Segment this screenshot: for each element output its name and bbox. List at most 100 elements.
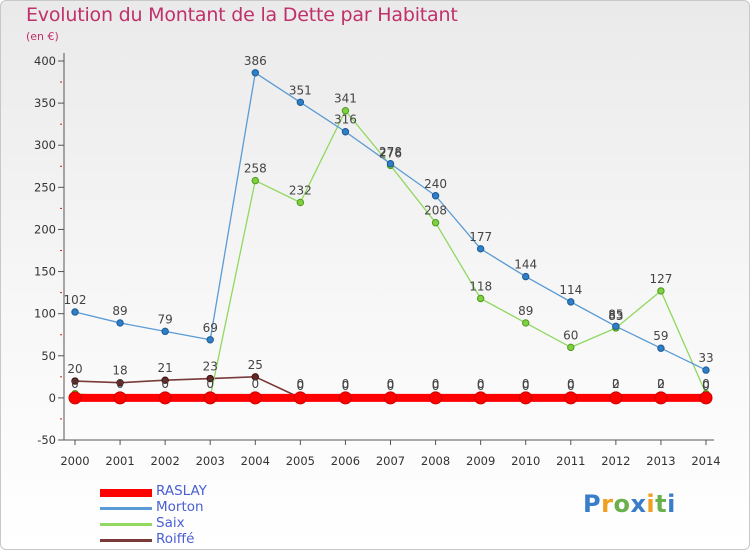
y-tick-label: 250	[34, 180, 56, 194]
data-label: 0	[702, 377, 710, 391]
legend-swatch-morton	[100, 507, 152, 510]
data-label: 0	[612, 377, 620, 391]
data-label: 127	[649, 272, 672, 286]
data-label: 0	[567, 379, 575, 393]
data-point	[296, 198, 305, 207]
data-point	[248, 391, 262, 405]
x-tick-label: 2004	[241, 454, 270, 468]
data-label: 59	[653, 329, 668, 343]
logo-letter: t	[655, 490, 668, 518]
x-tick-label: 2008	[421, 454, 450, 468]
data-point	[699, 391, 713, 405]
legend-label-morton: Morton	[156, 499, 204, 515]
data-point	[384, 391, 397, 405]
data-point	[206, 374, 214, 383]
data-point	[431, 219, 440, 227]
data-point	[519, 391, 533, 405]
data-label: 0	[567, 377, 575, 391]
data-label: 0	[71, 377, 79, 391]
y-tick-label: 50	[41, 349, 56, 363]
legend-label-roiffe: Roiffé	[156, 531, 195, 547]
data-label: 0	[522, 377, 530, 391]
data-label: 0	[342, 379, 350, 393]
data-label: 89	[112, 304, 127, 318]
data-point	[338, 391, 352, 405]
data-point	[564, 391, 578, 405]
data-point	[251, 176, 259, 185]
data-label: 276	[379, 146, 402, 160]
data-point	[522, 319, 530, 327]
data-label: 118	[469, 280, 492, 294]
logo-letter: r	[601, 490, 614, 518]
data-label: 102	[64, 293, 87, 307]
x-tick-label: 2003	[196, 454, 225, 468]
data-label: 0	[387, 377, 395, 391]
data-point	[612, 322, 620, 330]
data-point	[609, 391, 623, 405]
data-label: 0	[432, 379, 440, 393]
legend-swatch-raslay	[100, 489, 152, 497]
data-point	[476, 294, 485, 303]
legend-label-raslay: RASLAY	[156, 483, 207, 499]
x-tick-label: 2006	[331, 454, 360, 468]
x-tick-label: 2002	[151, 454, 180, 468]
x-tick-label: 2009	[466, 454, 495, 468]
chart-title: Evolution du Montant de la Dette par Hab…	[26, 4, 458, 26]
data-point	[386, 160, 395, 168]
x-tick-label: 2007	[376, 454, 405, 468]
data-label: 0	[161, 377, 169, 391]
data-label: 60	[563, 328, 578, 342]
data-label: 0	[522, 379, 530, 393]
data-label: 0	[477, 377, 485, 391]
data-label: 0	[432, 377, 440, 391]
data-label: 351	[289, 83, 312, 97]
data-label: 0	[702, 379, 710, 393]
data-label: 386	[244, 54, 267, 68]
data-point	[251, 69, 259, 77]
x-tick-label: 2010	[511, 454, 540, 468]
data-point	[293, 391, 307, 405]
data-label: 258	[244, 162, 267, 176]
data-point	[71, 377, 79, 385]
data-label: 0	[477, 379, 485, 393]
data-point	[161, 376, 169, 384]
data-point	[476, 245, 485, 253]
data-label: 0	[657, 377, 665, 391]
data-label: 20	[67, 362, 82, 376]
data-point	[203, 391, 217, 405]
logo-letter: o	[613, 490, 631, 518]
x-tick-label: 2012	[601, 454, 630, 468]
y-tick-label: 200	[34, 222, 56, 236]
data-label: 85	[608, 307, 623, 321]
proxiti-logo: Proxiti	[583, 490, 676, 518]
data-label: 21	[158, 361, 173, 375]
data-label: 114	[559, 283, 582, 297]
data-point	[474, 391, 488, 405]
data-point	[431, 192, 440, 200]
y-tick-label: 400	[34, 54, 56, 68]
data-point	[341, 106, 350, 115]
data-label: 278	[379, 145, 402, 159]
logo-letter: i	[646, 490, 656, 518]
data-point	[113, 391, 127, 405]
data-label: 232	[289, 183, 312, 197]
data-label: 69	[203, 321, 218, 335]
data-label: 33	[698, 351, 713, 365]
data-point	[68, 391, 82, 405]
x-tick-label: 2005	[286, 454, 315, 468]
data-label: 341	[334, 92, 357, 106]
data-label: 0	[297, 377, 305, 391]
data-point	[71, 308, 79, 316]
y-tick-label: 300	[34, 138, 56, 152]
data-label: 0	[206, 377, 214, 391]
data-label: 23	[203, 360, 218, 374]
x-tick-label: 2013	[646, 454, 675, 468]
data-label: 2	[657, 377, 665, 391]
data-point	[116, 379, 124, 387]
data-label: 89	[518, 304, 533, 318]
data-label: 0	[251, 377, 259, 391]
data-point	[116, 319, 124, 327]
data-label: 177	[469, 230, 492, 244]
